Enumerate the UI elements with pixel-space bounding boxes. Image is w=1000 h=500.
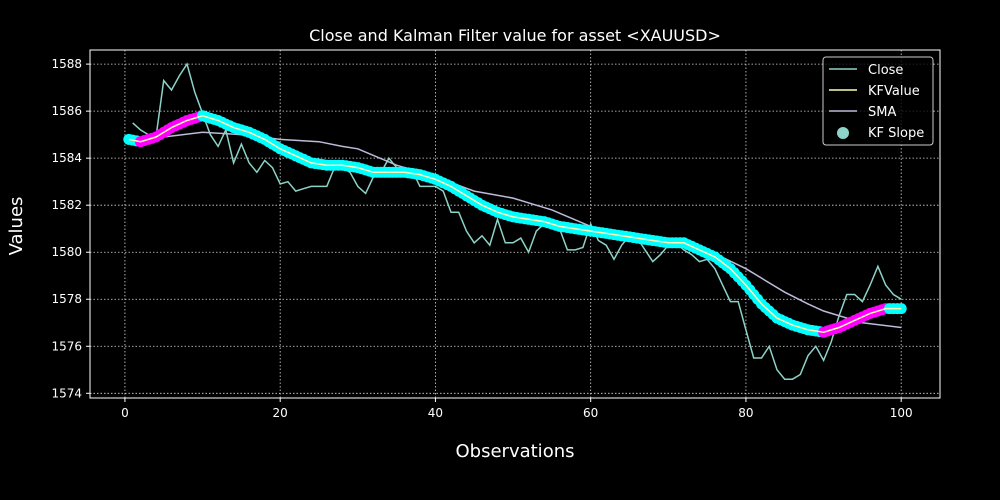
x-tick-label: 100 [890, 406, 913, 420]
legend-label: SMA [868, 105, 896, 120]
legend-label: KFValue [868, 84, 920, 99]
y-tick-label: 1574 [51, 386, 82, 400]
series-line-kfvalue [128, 115, 902, 333]
legend-swatch-marker [837, 127, 849, 139]
legend: Close KFValue SMA KF Slope [822, 56, 934, 146]
y-tick-label: 1580 [51, 245, 82, 259]
y-tick-label: 1582 [51, 198, 82, 212]
y-tick-label: 1586 [51, 104, 82, 118]
y-tick-label: 1576 [51, 339, 82, 353]
legend-label: KF Slope [868, 126, 924, 141]
y-tick-label: 1584 [51, 151, 82, 165]
plot-frame [89, 49, 941, 399]
legend-label: Close [868, 63, 903, 78]
x-tick-label: 40 [428, 406, 443, 420]
y-tick-label: 1588 [51, 57, 82, 71]
chart-title: Close and Kalman Filter value for asset … [309, 26, 721, 45]
y-axis-title: Values [6, 197, 27, 256]
x-tick-label: 0 [121, 406, 129, 420]
x-tick-label: 20 [273, 406, 288, 420]
legend-box [822, 56, 934, 146]
x-tick-label: 60 [583, 406, 598, 420]
x-tick-label: 80 [738, 406, 753, 420]
x-axis-title: Observations [456, 441, 575, 462]
series-line-close [132, 62, 902, 380]
grid [90, 50, 940, 398]
series-layer [123, 62, 907, 380]
ticks: 0 20 40 60 80 100 1574 1576 1578 1580 1582 1584 1586… [51, 57, 912, 420]
y-tick-label: 1578 [51, 292, 82, 306]
